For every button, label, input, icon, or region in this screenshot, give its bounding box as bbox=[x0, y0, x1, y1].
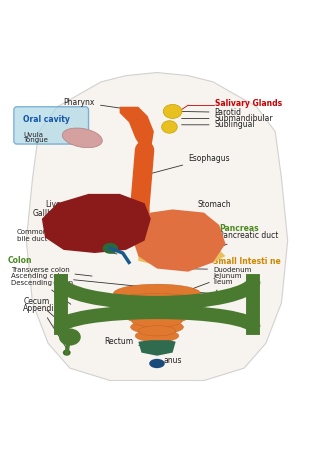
Polygon shape bbox=[138, 243, 225, 264]
Text: Descending colon: Descending colon bbox=[11, 279, 73, 304]
Ellipse shape bbox=[63, 350, 71, 356]
Text: Oral cavity: Oral cavity bbox=[23, 115, 70, 124]
Ellipse shape bbox=[126, 309, 188, 324]
Text: Ascending colon: Ascending colon bbox=[11, 273, 238, 296]
Ellipse shape bbox=[59, 328, 81, 346]
Polygon shape bbox=[42, 194, 151, 253]
Ellipse shape bbox=[132, 316, 182, 327]
FancyBboxPatch shape bbox=[14, 107, 89, 144]
Text: Cecum: Cecum bbox=[23, 297, 74, 333]
Text: Appendix: Appendix bbox=[23, 304, 67, 349]
Text: Esophagus: Esophagus bbox=[147, 153, 230, 175]
Text: Common
bile duct: Common bile duct bbox=[17, 230, 117, 254]
Ellipse shape bbox=[135, 329, 179, 342]
Text: Rectum: Rectum bbox=[104, 337, 151, 347]
Text: Sublingual: Sublingual bbox=[181, 120, 255, 129]
Text: Gallbladder: Gallbladder bbox=[33, 209, 108, 247]
Polygon shape bbox=[26, 72, 288, 381]
Text: Colon: Colon bbox=[8, 256, 32, 266]
Text: Parotid: Parotid bbox=[181, 108, 241, 117]
Ellipse shape bbox=[163, 104, 182, 118]
Text: anus: anus bbox=[163, 356, 182, 365]
Text: Stomach: Stomach bbox=[196, 200, 231, 223]
Text: Jejunum: Jejunum bbox=[191, 273, 241, 289]
Ellipse shape bbox=[123, 301, 191, 312]
Polygon shape bbox=[132, 209, 225, 272]
Polygon shape bbox=[138, 340, 176, 356]
Text: Salivary Glands: Salivary Glands bbox=[214, 99, 282, 108]
Ellipse shape bbox=[131, 320, 183, 334]
Ellipse shape bbox=[62, 128, 102, 148]
Text: Pancreas: Pancreas bbox=[219, 224, 259, 233]
Text: Submandibular: Submandibular bbox=[181, 114, 273, 123]
Ellipse shape bbox=[149, 359, 165, 368]
Text: Ileum: Ileum bbox=[205, 279, 233, 307]
Text: Liver: Liver bbox=[45, 200, 86, 211]
Text: Transverse colon: Transverse colon bbox=[11, 267, 92, 276]
Ellipse shape bbox=[162, 121, 177, 133]
Ellipse shape bbox=[120, 297, 194, 315]
Ellipse shape bbox=[127, 307, 187, 318]
Ellipse shape bbox=[113, 284, 201, 303]
Text: Uvula: Uvula bbox=[23, 132, 43, 138]
Text: Small Intesti ne: Small Intesti ne bbox=[213, 257, 281, 266]
Ellipse shape bbox=[103, 243, 118, 254]
Ellipse shape bbox=[138, 326, 176, 336]
Text: Pancreatic duct: Pancreatic duct bbox=[206, 231, 279, 252]
Text: Tongue: Tongue bbox=[23, 137, 48, 144]
Ellipse shape bbox=[116, 293, 198, 306]
Text: Duodenum: Duodenum bbox=[175, 266, 252, 273]
Text: Pharynx: Pharynx bbox=[64, 98, 129, 109]
Polygon shape bbox=[120, 107, 154, 153]
